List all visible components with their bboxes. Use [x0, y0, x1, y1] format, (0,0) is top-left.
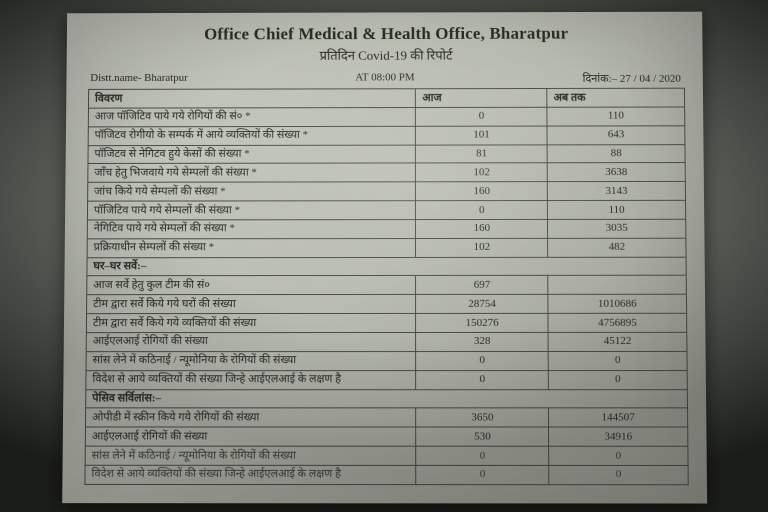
table-row: टीम द्वारा सर्वे किये गये व्यक्तियों की … [86, 313, 686, 332]
section-heading: घर–घर सर्वे:– [87, 257, 686, 276]
table-row: पॉजिटव से नेगिटव हुये केसों की संख्या *8… [88, 144, 685, 164]
table-row: पॉजिटव रोगीयो के सम्पर्क में आये व्यक्ति… [88, 126, 685, 146]
cell-today: 150276 [416, 313, 548, 332]
cell-description: नेगिटिव पाये गये सेम्पलों की संख्या * [87, 219, 416, 238]
table-row: आईएलआई रोगियों की संख्या53034916 [85, 427, 688, 446]
report-time: AT 08:00 PM [355, 71, 414, 86]
table-row: जांच किये गये सेम्पलों की संख्या *160314… [88, 182, 686, 202]
section-row: पेसिव सर्विलांस:– [86, 389, 688, 408]
cell-description: आज पॉजिटिव पाये गये रोगियों की सं० * [88, 107, 416, 126]
cell-cumulative: 482 [548, 238, 686, 257]
cell-description: पॉजिटव रोगीयो के सम्पर्क में आये व्यक्ति… [88, 126, 416, 145]
cell-description: पॉजिटव से नेगिटव हुये केसों की संख्या * [88, 145, 416, 164]
table-row: विदेश से आये व्यक्तियों की संख्या जिन्हे… [85, 465, 688, 484]
table-body: आज पॉजिटिव पाये गये रोगियों की सं० *0110… [85, 107, 688, 485]
cell-description: सांस लेने में कठिनाई / न्यूमोनिया के रोग… [85, 446, 416, 465]
table-row: आज पॉजिटिव पाये गये रोगियों की सं० *0110 [88, 107, 684, 127]
cell-description: प्रक्रियाधीन सेम्पलों की संख्या * [87, 238, 416, 257]
cell-today: 0 [416, 201, 548, 220]
cell-description: आईएलआई रोगियों की संख्या [85, 427, 416, 446]
cell-today: 101 [416, 126, 547, 145]
cell-description: पॉजिटिव पाये गये सेम्पलों की संख्या * [87, 201, 415, 220]
cell-cumulative: 3035 [548, 219, 686, 238]
cell-cumulative: 110 [547, 107, 685, 126]
cell-description: टीम द्वारा सर्वे किये गये घरों की संख्या [87, 295, 416, 314]
table-header-row: विवरण आज अब तक [88, 88, 684, 108]
cell-today: 0 [416, 351, 548, 370]
cell-description: विदेश से आये व्यक्तियों की संख्या जिन्हे… [85, 465, 416, 484]
cell-description: जाँच हेतु भिजवाये गये सेम्पलों की संख्या… [88, 163, 416, 182]
cell-today: 530 [416, 427, 549, 446]
cell-description: आज सर्वे हेतु कुल टीम की सं० [87, 276, 416, 295]
title-hindi: प्रतिदिन Covid-19 की रिपोर्ट [88, 45, 684, 64]
report-paper: Office Chief Medical & Health Office, Bh… [62, 12, 707, 504]
cell-cumulative: 45122 [548, 332, 687, 351]
table-row: आज सर्वे हेतु कुल टीम की सं०697 [87, 276, 687, 295]
cell-today: 160 [416, 219, 548, 238]
cell-cumulative: 4756895 [548, 313, 687, 332]
cell-description: आईएलआई रोगियों की संख्या [86, 332, 416, 351]
table-row: नेगिटिव पाये गये सेम्पलों की संख्या *160… [87, 219, 686, 238]
table-row: आईएलआई रोगियों की संख्या32845122 [86, 332, 687, 351]
cell-today: 81 [416, 144, 548, 163]
cell-today: 160 [416, 182, 548, 201]
cell-today: 0 [416, 446, 549, 465]
report-header: Office Chief Medical & Health Office, Bh… [88, 24, 684, 65]
table-row: प्रक्रियाधीन सेम्पलों की संख्या *102482 [87, 238, 686, 257]
report-meta-row: Distt.name- Bharatpur AT 08:00 PM दिनांक… [88, 71, 685, 89]
cell-today: 102 [416, 163, 548, 182]
cell-cumulative: 1010686 [548, 295, 687, 314]
cell-description: जांच किये गये सेम्पलों की संख्या * [88, 182, 416, 201]
district-name: Distt.name- Bharatpur [90, 72, 188, 87]
cell-today: 28754 [416, 295, 548, 314]
title-english: Office Chief Medical & Health Office, Bh… [89, 24, 685, 45]
cell-cumulative: 144507 [549, 408, 688, 427]
cell-description: सांस लेने में कठिनाई / न्यूमोनिया के रोग… [86, 351, 416, 370]
cell-cumulative [548, 276, 686, 295]
cell-cumulative: 0 [549, 446, 688, 465]
table-row: ओपीडी में स्क्रीन किये गये रोगियों की सं… [85, 408, 687, 427]
col-description: विवरण [88, 89, 415, 108]
cell-cumulative: 3638 [547, 163, 685, 182]
cell-today: 0 [416, 370, 548, 389]
table-row: जाँच हेतु भिजवाये गये सेम्पलों की संख्या… [88, 163, 686, 183]
col-cumulative: अब तक [547, 88, 685, 107]
cell-today: 0 [416, 465, 549, 484]
col-today: आज [416, 88, 547, 107]
table-row: विदेश से आये व्यक्तियों की संख्या जिन्हे… [86, 370, 687, 389]
cell-cumulative: 88 [547, 144, 685, 163]
cell-today: 697 [416, 276, 548, 295]
covid-report-table: विवरण आज अब तक आज पॉजिटिव पाये गये रोगिय… [84, 88, 688, 485]
cell-cumulative: 0 [548, 351, 687, 370]
cell-today: 3650 [416, 408, 549, 427]
table-row: सांस लेने में कठिनाई / न्यूमोनिया के रोग… [85, 446, 688, 465]
cell-cumulative: 34916 [549, 427, 688, 446]
cell-cumulative: 0 [548, 370, 687, 389]
table-row: टीम द्वारा सर्वे किये गये घरों की संख्या… [87, 295, 687, 314]
table-row: पॉजिटिव पाये गये सेम्पलों की संख्या *011… [87, 200, 685, 219]
cell-description: टीम द्वारा सर्वे किये गये व्यक्तियों की … [86, 314, 416, 333]
section-row: घर–घर सर्वे:– [87, 257, 686, 276]
table-row: सांस लेने में कठिनाई / न्यूमोनिया के रोग… [86, 351, 687, 370]
cell-cumulative: 3143 [547, 182, 685, 201]
report-date: दिनांक:– 27 / 04 / 2020 [583, 71, 681, 86]
cell-cumulative: 110 [548, 200, 686, 219]
cell-today: 102 [416, 238, 548, 257]
cell-today: 328 [416, 332, 548, 351]
section-heading: पेसिव सर्विलांस:– [86, 389, 688, 408]
cell-today: 0 [416, 107, 547, 126]
cell-description: ओपीडी में स्क्रीन किये गये रोगियों की सं… [85, 408, 416, 427]
cell-cumulative: 0 [549, 465, 688, 484]
cell-description: विदेश से आये व्यक्तियों की संख्या जिन्हे… [86, 370, 416, 389]
cell-cumulative: 643 [547, 126, 685, 145]
